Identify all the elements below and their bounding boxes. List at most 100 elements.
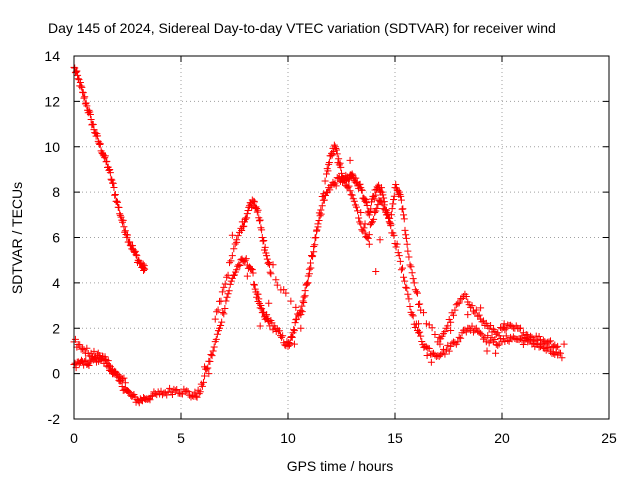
data-point: [386, 219, 394, 227]
data-point: [258, 305, 266, 313]
data-point: [389, 200, 397, 208]
data-point: [484, 332, 492, 340]
data-point: [243, 210, 251, 218]
data-point: [471, 309, 479, 317]
data-point: [141, 265, 149, 273]
data-point: [250, 197, 258, 205]
data-point: [436, 340, 444, 348]
data-point: [403, 240, 411, 248]
data-point: [367, 219, 375, 227]
data-point: [320, 190, 328, 198]
data-point: [333, 146, 341, 154]
data-point: [501, 326, 509, 334]
data-point: [210, 343, 218, 351]
data-point: [238, 227, 246, 235]
data-point: [385, 214, 393, 222]
data-point: [552, 344, 560, 352]
data-point: [248, 266, 256, 274]
data-point: [315, 217, 323, 225]
data-point: [310, 242, 318, 250]
data-point: [308, 253, 316, 261]
data-point: [324, 167, 332, 175]
data-point: [358, 186, 366, 194]
data-point: [345, 182, 353, 190]
data-point: [225, 287, 233, 295]
data-point: [328, 151, 336, 159]
data-point: [303, 281, 311, 289]
data-point: [198, 382, 206, 390]
data-point: [468, 302, 476, 310]
data-point: [452, 301, 460, 309]
data-point: [86, 111, 94, 119]
data-point: [95, 139, 103, 147]
y-tick-label: 4: [52, 275, 60, 291]
data-point: [173, 386, 181, 394]
data-point: [76, 78, 84, 86]
data-point: [109, 179, 117, 187]
data-point: [78, 83, 86, 91]
data-point: [286, 339, 294, 347]
data-point: [330, 141, 338, 149]
data-point: [206, 358, 214, 366]
data-point: [116, 210, 124, 218]
data-point: [402, 234, 410, 242]
data-point: [85, 361, 93, 369]
data-point: [235, 261, 243, 269]
data-point: [111, 369, 119, 377]
data-point: [399, 205, 407, 213]
data-point: [454, 338, 462, 346]
data-point: [441, 350, 449, 358]
data-point: [357, 209, 365, 217]
data-point: [498, 325, 506, 333]
data-point: [243, 214, 251, 222]
data-point: [104, 363, 112, 371]
data-point: [428, 324, 436, 332]
data-point: [352, 179, 360, 187]
data-point: [224, 271, 232, 279]
x-tick-label: 15: [387, 430, 403, 446]
data-point: [184, 388, 192, 396]
data-point: [217, 322, 225, 330]
data-point: [290, 327, 298, 335]
data-point: [73, 67, 81, 75]
data-point: [541, 345, 549, 353]
data-point: [99, 352, 107, 360]
data-point: [531, 337, 539, 345]
data-point: [447, 342, 455, 350]
data-point: [107, 366, 115, 374]
data-point: [361, 229, 369, 237]
data-point: [228, 231, 236, 239]
data-point: [288, 333, 296, 341]
data-point: [332, 182, 340, 190]
data-point: [243, 272, 251, 280]
data-point: [455, 333, 463, 341]
data-point: [313, 227, 321, 235]
data-point: [472, 306, 480, 314]
data-point: [233, 266, 241, 274]
data-point: [300, 298, 308, 306]
data-point: [361, 220, 369, 228]
data-point: [248, 203, 256, 211]
data-point: [303, 279, 311, 287]
data-point: [478, 318, 486, 326]
data-point: [397, 266, 405, 274]
data-point: [352, 174, 360, 182]
data-point: [80, 346, 88, 354]
data-point: [522, 331, 530, 339]
data-point: [254, 290, 262, 298]
data-point: [199, 378, 207, 386]
data-point: [218, 318, 226, 326]
data-point: [508, 322, 516, 330]
data-point: [101, 152, 109, 160]
data-point: [83, 344, 91, 352]
data-point: [402, 283, 410, 291]
x-tick-label: 20: [494, 430, 510, 446]
data-point: [228, 252, 236, 260]
data-point: [121, 379, 129, 387]
data-point: [193, 393, 201, 401]
data-point: [412, 288, 420, 296]
data-point: [269, 261, 277, 269]
data-markers: [70, 63, 568, 407]
data-point: [423, 351, 431, 359]
data-point: [119, 216, 127, 224]
